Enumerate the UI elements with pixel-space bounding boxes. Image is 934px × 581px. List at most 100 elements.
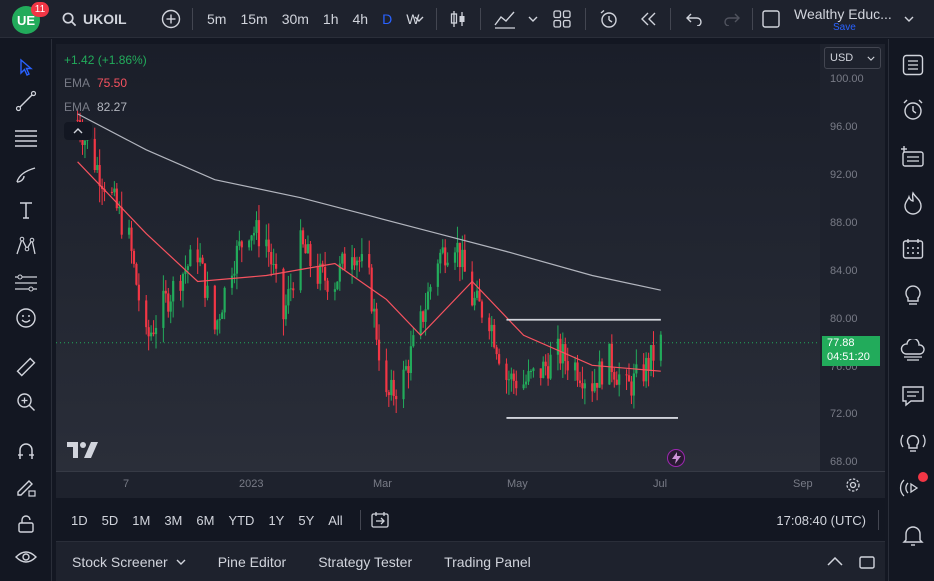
collapse-panel-button[interactable] xyxy=(827,557,843,566)
candle-body xyxy=(512,373,515,381)
tab-pine-editor[interactable]: Pine Editor xyxy=(217,553,287,570)
drawing-toolbar xyxy=(0,39,52,581)
plus-circle-icon xyxy=(161,9,181,29)
candle-body xyxy=(343,253,346,270)
icons-tool[interactable] xyxy=(12,304,40,332)
interval-30m[interactable]: 30m xyxy=(281,11,309,27)
interval-w[interactable]: W xyxy=(406,11,420,27)
magnet-icon xyxy=(18,443,34,459)
candle-body xyxy=(154,327,158,335)
zoom-tool[interactable] xyxy=(12,388,40,416)
interval-d[interactable]: D xyxy=(382,11,393,27)
compare-add-button[interactable] xyxy=(160,0,182,38)
goto-date-button[interactable] xyxy=(371,511,391,529)
range-5y[interactable]: 5Y xyxy=(298,512,315,528)
hide-drawings-tool[interactable] xyxy=(12,543,40,571)
indicators-button[interactable] xyxy=(492,0,518,38)
divider xyxy=(436,8,437,30)
messages-button[interactable] xyxy=(899,382,927,410)
price-chart[interactable] xyxy=(56,44,820,471)
candle-body xyxy=(93,138,96,171)
stay-drawing-tool[interactable] xyxy=(12,473,40,501)
help-button[interactable] xyxy=(899,428,927,456)
candle-body xyxy=(186,266,189,271)
interval-dropdown[interactable] xyxy=(412,0,426,38)
candle-body xyxy=(407,366,410,373)
time-axis[interactable] xyxy=(56,471,885,498)
watchlist-button[interactable] xyxy=(899,51,927,79)
brush-tool[interactable] xyxy=(12,161,40,189)
templates-button[interactable] xyxy=(551,0,573,38)
range-5d[interactable]: 5D xyxy=(101,512,119,528)
interval-4h[interactable]: 4h xyxy=(352,11,369,27)
lock-open-icon xyxy=(18,515,34,533)
layout-name[interactable]: Wealthy Educ... xyxy=(794,6,892,22)
trend-line-tool[interactable] xyxy=(12,87,40,115)
range-1m[interactable]: 1M xyxy=(132,512,151,528)
calendar-button[interactable] xyxy=(899,235,927,263)
chart-type-button[interactable] xyxy=(446,0,470,38)
interval-5m[interactable]: 5m xyxy=(207,11,227,27)
currency-label: USD xyxy=(830,52,854,64)
ruler-tool[interactable] xyxy=(12,353,40,381)
price-tick: 84.00 xyxy=(830,265,858,277)
alerts-button[interactable] xyxy=(899,96,927,124)
price-scale[interactable] xyxy=(820,44,885,472)
candle-body xyxy=(240,241,243,248)
tab-stock-screener[interactable]: Stock Screener xyxy=(56,554,202,570)
interval-15m[interactable]: 15m xyxy=(240,11,268,27)
candle-body xyxy=(120,207,123,235)
range-all[interactable]: All xyxy=(328,512,343,528)
last-price-label: 77.88 xyxy=(822,336,880,350)
range-1d[interactable]: 1D xyxy=(71,512,88,528)
interval-1h[interactable]: 1h xyxy=(322,11,339,27)
ema-slow-line xyxy=(77,113,661,291)
fib-tool[interactable] xyxy=(12,124,40,152)
legend-collapse-button[interactable] xyxy=(64,122,92,140)
alert-button[interactable] xyxy=(597,0,621,38)
candle-body xyxy=(289,288,292,290)
chats-button[interactable] xyxy=(899,336,927,364)
chart-pane[interactable] xyxy=(56,44,885,496)
ideas-button[interactable] xyxy=(899,281,927,309)
undo-button[interactable] xyxy=(682,0,706,38)
range-6m[interactable]: 6M xyxy=(196,512,215,528)
magnet-tool[interactable] xyxy=(12,437,40,465)
tab-strategy-tester[interactable]: Strategy Tester xyxy=(318,553,413,570)
range-3m[interactable]: 3M xyxy=(164,512,183,528)
candle-body xyxy=(507,379,511,381)
hotlists-button[interactable] xyxy=(899,189,927,217)
candle-body xyxy=(510,373,513,380)
range-ytd[interactable]: YTD xyxy=(228,512,255,528)
indicators-dropdown[interactable] xyxy=(526,0,540,38)
data-window-button[interactable] xyxy=(899,142,927,170)
interval-selector: 5m 15m 30m 1h 4h D W xyxy=(200,0,426,38)
currency-selector[interactable]: USD xyxy=(824,47,881,69)
range-1y[interactable]: 1Y xyxy=(268,512,285,528)
candle-body xyxy=(201,257,204,264)
maximize-panel-button[interactable] xyxy=(859,554,875,570)
prediction-tool[interactable] xyxy=(12,269,40,297)
tab-trading-panel[interactable]: Trading Panel xyxy=(444,553,531,570)
chart-settings-button[interactable] xyxy=(845,477,863,495)
layout-dropdown[interactable] xyxy=(902,0,916,38)
cursor-tool[interactable] xyxy=(12,53,40,81)
fullscreen-button[interactable] xyxy=(760,0,782,38)
clock-timezone[interactable]: 17:08:40 (UTC) xyxy=(776,512,866,528)
streams-button[interactable] xyxy=(899,472,928,502)
pattern-tool[interactable] xyxy=(12,232,40,260)
lock-drawings-tool[interactable] xyxy=(12,510,40,538)
candle-body xyxy=(532,368,535,371)
symbol-search[interactable]: UKOIL xyxy=(62,0,127,38)
candle-body xyxy=(426,291,430,310)
candle-body xyxy=(324,266,327,281)
legend-ema1-value: 75.50 xyxy=(97,76,128,90)
layout-save-status[interactable]: Save xyxy=(833,22,856,33)
candle-body xyxy=(350,257,354,270)
notifications-button[interactable] xyxy=(899,521,927,549)
events-badge[interactable] xyxy=(667,449,685,467)
gear-icon xyxy=(846,478,860,492)
text-tool[interactable] xyxy=(12,196,40,224)
redo-button[interactable] xyxy=(720,0,744,38)
replay-button[interactable] xyxy=(636,0,660,38)
